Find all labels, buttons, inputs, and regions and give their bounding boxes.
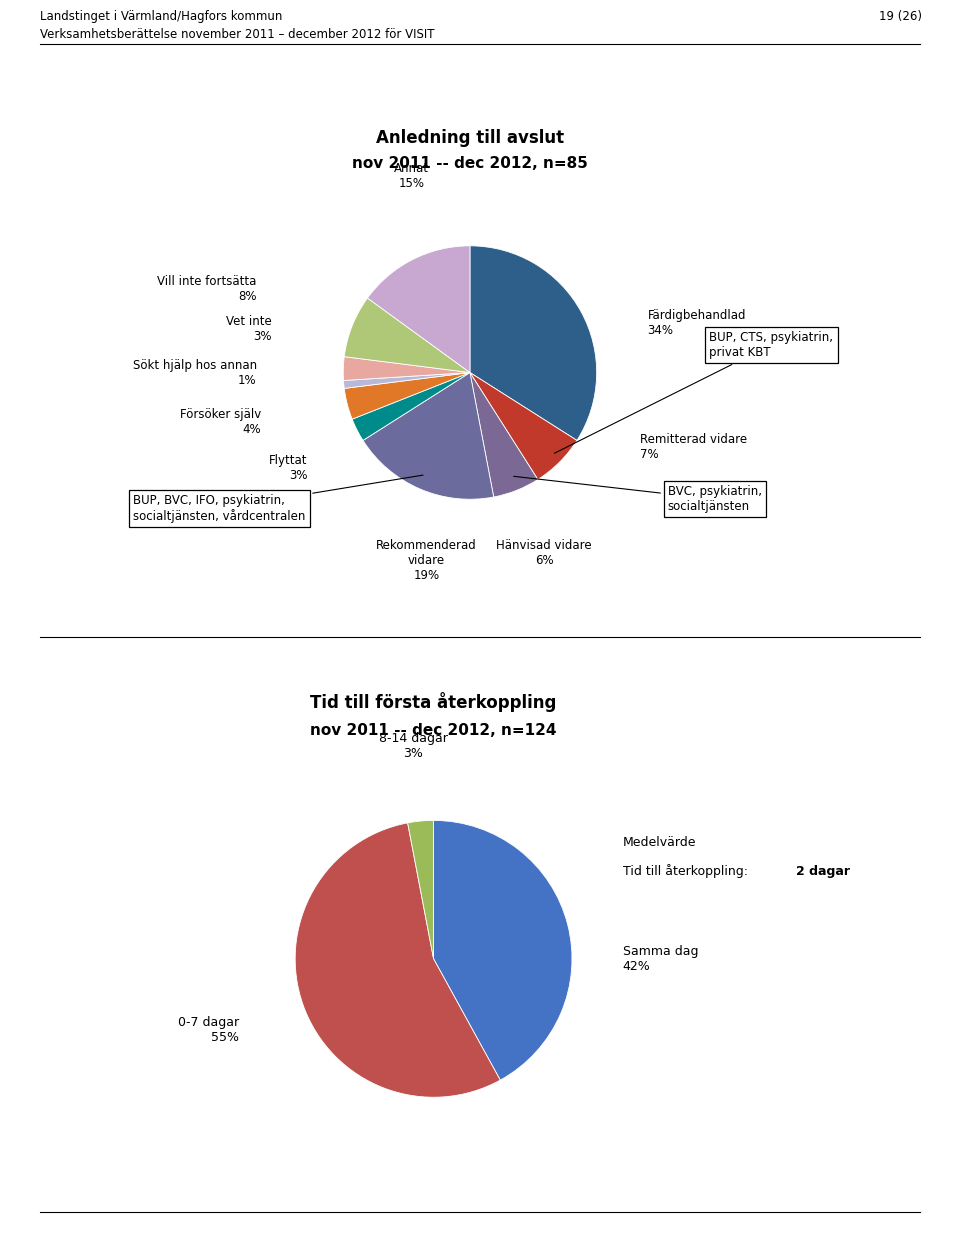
Text: 8-14 dagar
3%: 8-14 dagar 3% [379, 732, 447, 759]
Wedge shape [295, 823, 500, 1097]
Text: Flyttat
3%: Flyttat 3% [269, 455, 308, 482]
Text: Remitterad vidare
7%: Remitterad vidare 7% [640, 432, 747, 461]
Text: 19 (26): 19 (26) [878, 10, 922, 22]
Text: nov 2011 -- dec 2012, n=85: nov 2011 -- dec 2012, n=85 [352, 156, 588, 171]
Text: BUP, BVC, IFO, psykiatrin,
socialtjänsten, vårdcentralen: BUP, BVC, IFO, psykiatrin, socialtjänste… [133, 475, 423, 523]
Text: BVC, psykiatrin,
socialtjänsten: BVC, psykiatrin, socialtjänsten [514, 476, 761, 513]
Text: Samma dag
42%: Samma dag 42% [623, 944, 698, 973]
Text: BUP, CTS, psykiatrin,
privat KBT: BUP, CTS, psykiatrin, privat KBT [554, 331, 833, 453]
Wedge shape [344, 372, 470, 388]
Text: Annat
15%: Annat 15% [394, 162, 429, 190]
Wedge shape [345, 299, 470, 372]
Text: Tid till första återkoppling: Tid till första återkoppling [310, 692, 557, 712]
Text: Vill inte fortsätta
8%: Vill inte fortsätta 8% [157, 275, 256, 304]
Wedge shape [344, 357, 470, 381]
Text: Anledning till avslut: Anledning till avslut [376, 129, 564, 146]
Text: Hänvisad vidare
6%: Hänvisad vidare 6% [496, 540, 592, 567]
Wedge shape [363, 372, 493, 500]
Wedge shape [470, 246, 597, 441]
Text: nov 2011 -- dec 2012, n=124: nov 2011 -- dec 2012, n=124 [310, 723, 557, 738]
Text: Tid till återkoppling:: Tid till återkoppling: [623, 864, 752, 878]
Text: Rekommenderad
vidare
19%: Rekommenderad vidare 19% [376, 540, 477, 582]
Text: Försöker själv
4%: Försöker själv 4% [180, 408, 261, 436]
Wedge shape [434, 821, 572, 1080]
Text: Landstinget i Värmland/Hagfors kommun: Landstinget i Värmland/Hagfors kommun [40, 10, 282, 22]
Wedge shape [408, 821, 434, 959]
Wedge shape [352, 372, 470, 441]
Text: Medelvärde: Medelvärde [623, 836, 696, 849]
Wedge shape [345, 372, 470, 420]
Text: Verksamhetsberättelse november 2011 – december 2012 för VISIT: Verksamhetsberättelse november 2011 – de… [40, 29, 435, 41]
Wedge shape [470, 372, 538, 497]
Text: Färdigbehandlad
34%: Färdigbehandlad 34% [648, 309, 746, 337]
Text: 2 dagar: 2 dagar [797, 864, 851, 878]
Text: Sökt hjälp hos annan
1%: Sökt hjälp hos annan 1% [132, 358, 256, 386]
Wedge shape [470, 372, 577, 480]
Text: Vet inte
3%: Vet inte 3% [227, 315, 273, 343]
Text: 0-7 dagar
55%: 0-7 dagar 55% [179, 1015, 239, 1044]
Wedge shape [368, 246, 470, 372]
